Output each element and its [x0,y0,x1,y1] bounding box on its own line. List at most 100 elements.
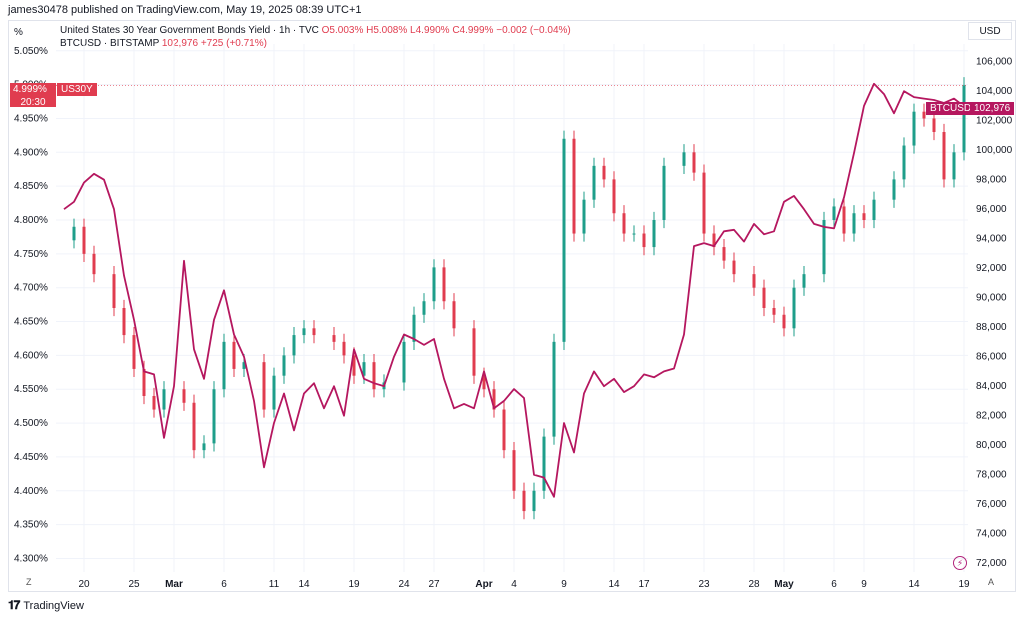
chart-grid [56,44,968,572]
zoom-reset-button[interactable]: Z [26,577,32,587]
us30y-candle [312,328,316,336]
us30y-candle [532,490,536,512]
x-axis-tick-label: 6 [831,579,837,590]
right-axis-tick-label: 74,000 [976,529,1007,540]
btcusd-line [63,82,965,498]
us30y-candle [572,138,576,234]
us30y-candle [632,233,636,235]
btcusd-line-group [63,82,965,498]
us30y-candle [942,132,946,180]
us30y-candle [132,335,136,369]
right-axis-tick-label: 104,000 [976,86,1013,97]
us30y-candle [472,328,476,376]
left-axis-tick-label: 4.850% [14,181,48,192]
auto-scale-button[interactable]: A [988,577,995,587]
left-axis-tick-label: 4.650% [14,317,48,328]
us30y-candle [272,375,276,410]
left-axis-tick-label: 4.500% [14,418,48,429]
legend-us30y-name[interactable]: United States 30 Year Government Bonds Y… [60,25,319,36]
publish-line: james30478 published on TradingView.com,… [8,4,362,16]
right-axis-tick-label: 84,000 [976,381,1007,392]
left-axis-tick-label: 5.050% [14,46,48,57]
us30y-candle [692,152,696,173]
chart-legend: United States 30 Year Government Bonds Y… [60,24,571,50]
left-axis-unit: % [14,27,23,38]
us30y-candle [402,341,406,383]
us30y-candle [962,85,966,153]
left-axis-tick-label: 4.900% [14,147,48,158]
us30y-candle [492,389,496,410]
us30y-candle [152,396,156,410]
us30y-candle [902,145,906,180]
us30y-candle [732,260,736,275]
x-axis-tick-label: 28 [748,579,760,590]
right-axis-tick-label: 72,000 [976,558,1007,569]
btc-tag: BTCUSD [926,102,976,115]
us30y-candle [72,226,76,241]
left-axis-tick-label: 4.950% [14,113,48,124]
us30y-candle [122,308,126,336]
lightning-icon[interactable]: ⚡ [953,556,967,570]
us30y-candle [932,118,936,132]
legend-btc-name[interactable]: BTCUSD · BITSTAMP [60,38,160,49]
us30y-badge-time: 20:30 [20,97,46,108]
us30y-candle [502,409,506,451]
us30y-candle [782,314,786,329]
us30y-candle [832,206,836,220]
us30y-candle [952,152,956,180]
x-axis-tick-label: 11 [269,579,280,590]
right-axis-tick-label: 100,000 [976,145,1013,156]
us30y-candles [72,77,966,520]
us30y-candle [752,274,756,288]
x-axis-tick-label: 25 [128,579,140,590]
left-axis-tick-label: 4.300% [14,553,48,564]
us30y-candle [452,301,456,329]
us30y-candle [522,490,526,512]
legend-us30y-change: −0.002 (−0.04%) [496,25,571,36]
us30y-candle [682,152,686,166]
x-axis-tick-label: 19 [958,579,970,590]
us30y-candle [112,274,116,308]
left-axis-tick-label: 4.450% [14,452,48,463]
right-axis-tick-label: 94,000 [976,234,1007,245]
legend-row-btc: BTCUSD · BITSTAMP 102,976 +725 (+0.71%) [60,37,571,50]
x-axis-tick-label: 6 [221,579,227,590]
us30y-tag: US30Y [57,83,97,96]
x-axis-tick-label: May [774,579,794,590]
us30y-candle [592,165,596,200]
us30y-candle [202,443,206,451]
us30y-candle [842,206,846,234]
us30y-candle [892,179,896,200]
right-axis-tick-label: 98,000 [976,175,1007,186]
us30y-candle [282,355,286,376]
us30y-badge-value: 4.999% [13,84,47,95]
us30y-candle [182,389,186,403]
x-axis-tick-label: 4 [511,579,517,590]
x-axis-tick-label: 14 [608,579,620,590]
us30y-candle [912,111,916,146]
right-axis-tick-label: 102,000 [976,116,1013,127]
x-axis-tick-label: Mar [165,579,183,590]
right-axis-tick-label: 88,000 [976,322,1007,333]
x-axis-tick-label: 9 [561,579,567,590]
us30y-candle [422,301,426,315]
us30y-candle [792,287,796,329]
right-axis-tick-label: 78,000 [976,470,1007,481]
us30y-candle [292,335,296,356]
x-axis-tick-label: 17 [638,579,650,590]
right-axis-unit-button[interactable]: USD [968,22,1012,40]
us30y-candle [352,355,356,376]
us30y-candle [562,138,566,342]
x-axis-tick-label: 24 [398,579,410,590]
chart-frame [8,20,1016,592]
right-axis-tick-label: 86,000 [976,352,1007,363]
us30y-candle [702,172,706,234]
us30y-candle [82,226,86,254]
us30y-candle [162,389,166,410]
left-axis-tick-label: 4.400% [14,486,48,497]
left-axis-tick-label: 4.700% [14,283,48,294]
x-axis-tick-label: 27 [428,579,440,590]
legend-us30y-close: C4.999% [452,25,494,36]
us30y-candle [262,362,266,410]
